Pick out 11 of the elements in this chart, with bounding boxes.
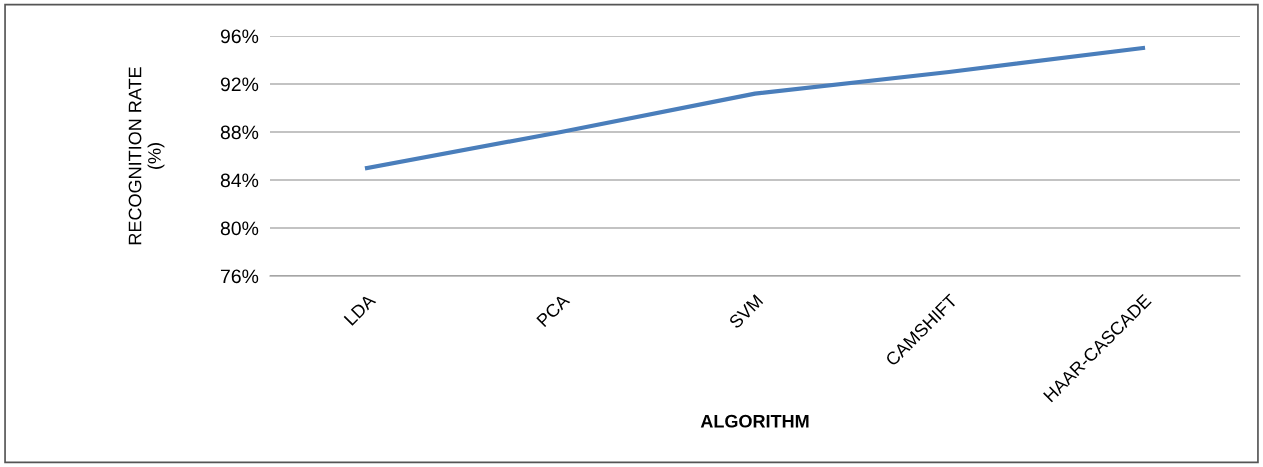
x-tick-label: PCA xyxy=(536,293,571,328)
y-tick-label: 92% xyxy=(220,77,259,92)
y-tick-label: 80% xyxy=(220,221,259,236)
x-axis-title: ALGORITHM xyxy=(700,414,809,428)
y-tick-label: 84% xyxy=(220,173,259,188)
y-tick-label: 76% xyxy=(220,269,259,284)
y-tick-label: 88% xyxy=(220,125,259,140)
x-tick-label: LDA xyxy=(343,293,377,326)
y-axis-title: RECOGNITION RATE (%) xyxy=(128,67,165,245)
line-series xyxy=(364,45,1146,171)
y-tick-label: 96% xyxy=(220,29,259,44)
